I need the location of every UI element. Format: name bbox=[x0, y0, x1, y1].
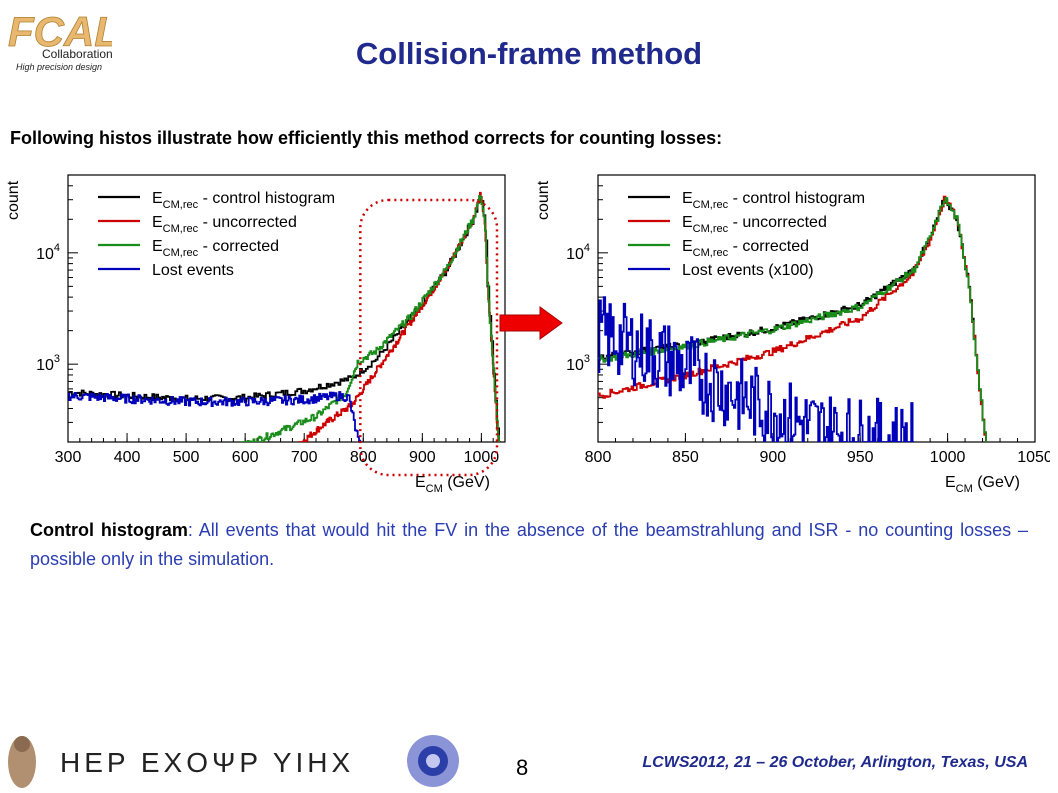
caption-bold: Control histogram bbox=[30, 520, 188, 540]
logo-word2: High precision design bbox=[16, 62, 102, 72]
y-tick-label: 104 bbox=[566, 242, 590, 263]
y-axis-label: count bbox=[5, 180, 22, 220]
x-tick-label: 900 bbox=[409, 449, 436, 466]
x-tick-label: 900 bbox=[759, 449, 786, 466]
footer-strip: ΗΕΡ ΕΧΟΨΡ ΥΙΗΧ bbox=[8, 735, 459, 788]
x-tick-label: 800 bbox=[585, 449, 612, 466]
page-title: Collision-frame method bbox=[355, 36, 703, 71]
legend-entry: ECM,rec - corrected bbox=[152, 238, 279, 259]
legend-entry: ECM,rec - control histogram bbox=[152, 190, 335, 211]
footer-glyphs: ΗΕΡ ΕΧΟΨΡ ΥΙΗΧ bbox=[60, 747, 354, 778]
series-group bbox=[598, 195, 988, 442]
y-tick-label: 103 bbox=[36, 353, 60, 374]
x-tick-label: 1000 bbox=[464, 449, 500, 466]
x-tick-label: 600 bbox=[232, 449, 259, 466]
y-tick-label: 103 bbox=[566, 353, 590, 374]
legend-entry: ECM,rec - corrected bbox=[682, 238, 809, 259]
x-tick-label: 1000 bbox=[930, 449, 966, 466]
plot-right: 800 850 900 950 1000 1050 103 104 count ECM (GeV)… bbox=[535, 174, 1050, 495]
fcal-logo: FCAL Collaboration High precision design bbox=[8, 8, 112, 72]
x-tick-label: 850 bbox=[672, 449, 699, 466]
conference-label: LCWS2012, 21 – 26 October, Arlington, Te… bbox=[642, 754, 1028, 771]
series-line-lost-events bbox=[68, 391, 362, 442]
plot-frame bbox=[597, 174, 1036, 443]
logo-word1: Collaboration bbox=[42, 47, 112, 61]
legend-entry: ECM,rec - control histogram bbox=[682, 190, 865, 211]
x-tick-label: 700 bbox=[291, 449, 318, 466]
x-tick-label: 300 bbox=[55, 449, 82, 466]
highlight-rounded-rect bbox=[359, 198, 499, 477]
x-tick-label: 1050 bbox=[1017, 449, 1050, 466]
legend-entry: Lost events bbox=[152, 262, 234, 279]
cell-image-icon bbox=[407, 735, 459, 787]
caption-rest: : All events that would hit the FV in th… bbox=[30, 520, 1028, 569]
caption: Control histogram: All events that would… bbox=[30, 516, 1028, 574]
x-axis-label: ECM (GeV) bbox=[415, 474, 490, 495]
right-arrow-icon bbox=[499, 306, 563, 340]
series-group bbox=[68, 191, 502, 442]
page-number: 8 bbox=[516, 755, 529, 780]
x-tick-label: 400 bbox=[114, 449, 141, 466]
y-tick-label: 104 bbox=[36, 242, 60, 263]
page-subtitle: Following histos illustrate how efficien… bbox=[10, 128, 723, 148]
legend-entry: ECM,rec - uncorrected bbox=[682, 214, 827, 235]
legend-entry: Lost events (x100) bbox=[682, 262, 814, 279]
svg-text:FCAL: FCAL bbox=[8, 8, 112, 55]
series-line-lost-events-x100- bbox=[598, 296, 915, 442]
plot-left: 300 400 500 600 700 800 900 1000 103 104 count ECM … bbox=[5, 174, 506, 495]
x-tick-label: 800 bbox=[350, 449, 377, 466]
series-line-corrected bbox=[598, 197, 988, 442]
series-line-uncorrected bbox=[598, 195, 988, 442]
y-axis-label: count bbox=[535, 180, 552, 220]
legend-entry: ECM,rec - uncorrected bbox=[152, 214, 297, 235]
x-axis-label: ECM (GeV) bbox=[945, 474, 1020, 495]
series-line-corrected bbox=[239, 195, 501, 442]
x-tick-label: 500 bbox=[173, 449, 200, 466]
x-tick-label: 950 bbox=[847, 449, 874, 466]
